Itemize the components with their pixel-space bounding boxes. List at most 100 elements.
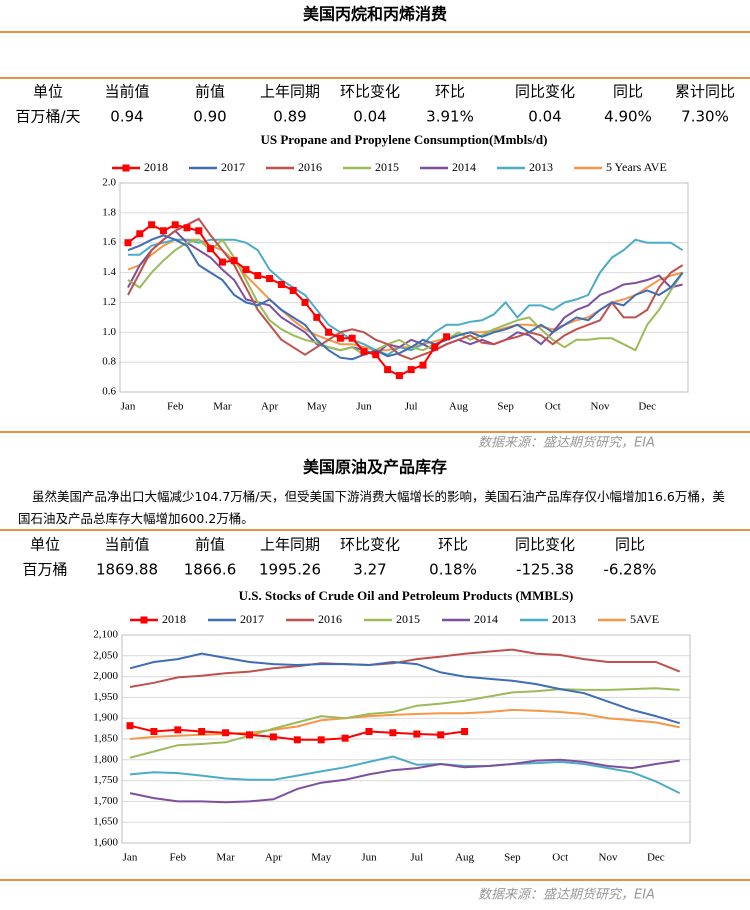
series-line	[129, 652, 680, 725]
table-cell: 1995.26	[259, 561, 321, 579]
data-point	[266, 275, 274, 283]
x-tick-label: Nov	[591, 401, 610, 413]
x-tick-label: Nov	[599, 852, 618, 864]
y-tick-label: 1,800	[93, 753, 118, 765]
data-point	[313, 313, 321, 321]
data-point	[218, 258, 226, 266]
data-point	[159, 227, 167, 235]
x-tick-label: Dec	[638, 401, 656, 413]
data-point	[431, 343, 439, 351]
table-cell: 3.91%	[426, 108, 474, 126]
series-line	[127, 217, 684, 361]
data-point	[242, 266, 250, 274]
legend-label: 2014	[474, 612, 498, 626]
table-cell: 0.89	[273, 108, 306, 126]
y-tick-label: 1,600	[93, 837, 118, 849]
legend-label: 2018	[162, 612, 186, 626]
legend-label: 5 Years AVE	[606, 160, 667, 174]
data-point	[301, 298, 309, 306]
data-point	[289, 286, 297, 294]
data-point	[269, 733, 277, 741]
x-tick-label: Oct	[552, 852, 568, 864]
x-tick-label: Mar	[213, 401, 232, 413]
y-tick-label: 1,700	[93, 795, 118, 807]
source-note: 数据来源：盛达期货研究，EIA	[478, 887, 655, 903]
data-point	[395, 372, 403, 380]
table-header: 同比变化	[515, 83, 575, 101]
x-tick-label: Jun	[356, 401, 372, 413]
x-tick-label: Aug	[449, 401, 468, 413]
data-point	[174, 726, 182, 734]
y-tick-label: 1,850	[93, 733, 118, 745]
plot-border	[121, 634, 691, 844]
legend-label: 2013	[552, 612, 576, 626]
data-point	[365, 728, 373, 736]
data-point	[341, 734, 349, 742]
table-header: 上年同期	[260, 83, 320, 101]
x-tick-label: May	[307, 401, 328, 413]
legend-label: 2017	[240, 612, 264, 626]
legend-label: 2015	[396, 612, 420, 626]
table-cell: 1869.88	[96, 561, 158, 579]
x-tick-label: Apr	[265, 852, 282, 864]
y-tick-label: 0.8	[102, 356, 116, 368]
y-tick-label: 1.4	[102, 266, 116, 278]
data-point	[443, 333, 451, 341]
series-line	[127, 238, 684, 356]
table-cell: 7.30%	[681, 108, 729, 126]
data-point	[325, 328, 333, 336]
y-tick-label: 1.6	[102, 236, 116, 248]
data-point	[336, 334, 344, 342]
table-header: 上年同期	[260, 536, 320, 554]
y-tick-label: 1.2	[102, 296, 116, 308]
x-tick-label: Apr	[261, 401, 278, 413]
y-tick-label: 2,000	[93, 670, 118, 682]
data-point	[150, 728, 158, 736]
table-cell: -6.28%	[603, 561, 656, 579]
table-cell: 0.04	[353, 108, 386, 126]
data-point	[171, 221, 179, 229]
y-tick-label: 2,050	[93, 649, 118, 661]
series-line	[129, 755, 681, 794]
table-header: 累计同比	[675, 83, 735, 101]
table-header: 当前值	[104, 536, 149, 554]
y-tick-label: 1,900	[93, 712, 118, 724]
legend-label: 2014	[452, 160, 476, 174]
x-tick-label: Feb	[170, 852, 187, 864]
y-tick-label: 2,100	[93, 629, 118, 641]
legend-label: 2018	[144, 160, 168, 174]
table-header: 环比变化	[340, 536, 400, 554]
table-header: 单位	[30, 536, 60, 554]
table-cell: 0.90	[193, 108, 226, 126]
table-header: 环比变化	[340, 83, 400, 101]
series-line	[127, 238, 683, 352]
legend-label: 2016	[318, 612, 342, 626]
chart-title: US Propane and Propylene Consumption(Mmb…	[260, 132, 547, 147]
data-point	[461, 728, 469, 736]
series-line	[128, 238, 684, 356]
data-point	[277, 281, 285, 289]
section-title: 美国丙烷和丙烯消费	[303, 5, 447, 24]
table-cell: 0.18%	[429, 561, 477, 579]
paragraph: 虽然美国产品净出口大幅减少104.7万桶/天，但受美国下游消费大幅增长的影响，美…	[18, 489, 725, 526]
chart-title: U.S. Stocks of Crude Oil and Petroleum P…	[239, 588, 574, 603]
series-line	[127, 234, 684, 361]
plot-border	[119, 182, 689, 393]
x-tick-label: Jun	[361, 852, 377, 864]
x-tick-label: Mar	[216, 852, 235, 864]
series-line	[129, 708, 680, 740]
x-tick-label: Oct	[545, 401, 561, 413]
table-cell: 百万桶/天	[15, 108, 80, 126]
x-tick-label: Sep	[504, 852, 521, 864]
table-cell: 3.27	[353, 561, 386, 579]
table-cell: 1866.6	[184, 561, 237, 579]
data-point	[124, 239, 132, 247]
data-point	[348, 334, 356, 342]
data-point	[254, 272, 262, 280]
source-note: 数据来源：盛达期货研究，EIA	[478, 435, 655, 451]
y-tick-label: 1,650	[93, 816, 118, 828]
table-header: 单位	[33, 83, 63, 101]
y-tick-label: 1,750	[93, 774, 118, 786]
